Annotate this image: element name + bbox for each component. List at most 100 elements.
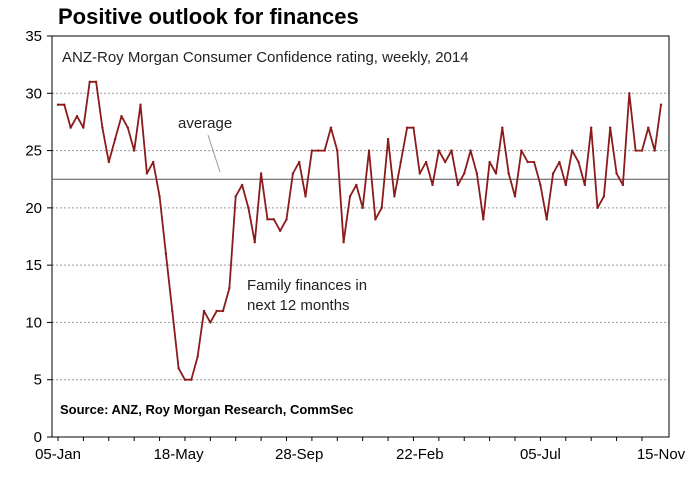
data-point <box>336 149 339 152</box>
x-tick-label: 15-Nov <box>637 446 686 463</box>
data-point <box>113 137 117 141</box>
data-point <box>628 92 631 95</box>
data-point <box>107 160 110 164</box>
data-point <box>456 183 460 187</box>
data-point <box>507 172 510 175</box>
data-point <box>221 309 225 313</box>
data-point <box>323 149 326 152</box>
data-point <box>291 172 295 175</box>
data-point <box>145 172 149 175</box>
data-point <box>164 252 168 255</box>
data-point <box>367 149 371 152</box>
data-point <box>418 172 421 175</box>
data-point <box>253 241 256 244</box>
data-point <box>190 378 193 381</box>
data-point <box>355 183 358 187</box>
data-point <box>615 172 618 175</box>
data-point <box>209 321 212 324</box>
source-note: Source: ANZ, Roy Morgan Research, CommSe… <box>60 402 354 417</box>
data-point <box>101 126 104 129</box>
data-point <box>177 367 180 370</box>
data-point <box>94 80 98 84</box>
gridlines <box>52 92 669 381</box>
data-point <box>120 115 123 118</box>
y-tick-label: 0 <box>34 429 42 446</box>
data-point <box>482 218 485 221</box>
x-tick-label: 05-Jul <box>520 446 561 463</box>
data-point <box>234 195 237 198</box>
data-point <box>450 149 453 152</box>
data-point <box>596 206 599 210</box>
data-point <box>329 126 333 129</box>
data-point <box>653 149 656 152</box>
data-point <box>183 378 187 381</box>
data-point <box>621 183 625 187</box>
data-point <box>564 183 567 187</box>
average-label-pointer <box>207 134 221 173</box>
data-point <box>558 160 561 164</box>
data-point <box>437 149 441 152</box>
data-point <box>659 103 663 106</box>
x-tick-label: 05-Jan <box>35 446 81 463</box>
data-point <box>640 149 644 152</box>
data-point <box>317 149 320 152</box>
data-point <box>551 172 555 175</box>
data-point <box>202 309 206 313</box>
y-tick-label: 35 <box>25 28 42 45</box>
data-point <box>228 286 231 290</box>
data-point <box>56 103 60 106</box>
y-tick-label: 5 <box>34 372 42 389</box>
data-points <box>56 80 663 381</box>
series-label-line-1: Family finances in <box>247 277 367 294</box>
data-point <box>75 115 79 118</box>
data-point <box>158 195 161 198</box>
data-point <box>539 183 542 187</box>
data-point <box>380 206 383 210</box>
data-point <box>304 195 307 198</box>
data-point <box>609 126 612 129</box>
data-point <box>63 103 66 106</box>
data-point <box>494 172 498 175</box>
y-tick-label: 10 <box>25 314 42 331</box>
data-point <box>602 195 606 198</box>
data-point <box>647 126 650 129</box>
data-point <box>570 149 574 152</box>
data-point <box>443 160 447 164</box>
data-point <box>469 149 472 152</box>
data-point <box>278 229 282 232</box>
data-point <box>374 218 377 221</box>
y-tick-label: 25 <box>25 143 42 160</box>
data-point <box>526 160 529 164</box>
data-point <box>266 218 269 221</box>
data-point <box>577 160 580 164</box>
data-point <box>386 137 390 141</box>
data-point <box>310 149 314 152</box>
series-label-line-2: next 12 months <box>247 297 350 314</box>
average-label: average <box>178 115 232 132</box>
data-point <box>215 309 218 313</box>
chart-title: Positive outlook for finances <box>58 4 359 29</box>
family-finances-line <box>58 80 662 381</box>
data-point <box>152 160 155 164</box>
y-tick-label: 15 <box>25 257 42 274</box>
data-point <box>132 149 136 152</box>
data-point <box>171 309 174 313</box>
data-point <box>399 160 402 164</box>
x-tick-label: 28-Sep <box>275 446 323 463</box>
data-point <box>285 218 288 221</box>
data-point <box>412 126 415 129</box>
data-point <box>634 149 637 152</box>
data-point <box>139 103 142 106</box>
data-point <box>88 80 91 84</box>
x-tick-label: 18-May <box>154 446 205 463</box>
data-point <box>361 206 364 210</box>
data-point <box>342 241 345 244</box>
data-point <box>488 160 491 164</box>
data-point <box>240 183 244 187</box>
data-point <box>298 160 301 164</box>
axes: 0 5 10 15 20 25 30 35 05-Jan 18-May 28-Sep 22-Feb 05… <box>25 28 685 463</box>
data-point <box>69 126 72 129</box>
data-point <box>583 183 587 187</box>
data-point <box>520 149 523 152</box>
